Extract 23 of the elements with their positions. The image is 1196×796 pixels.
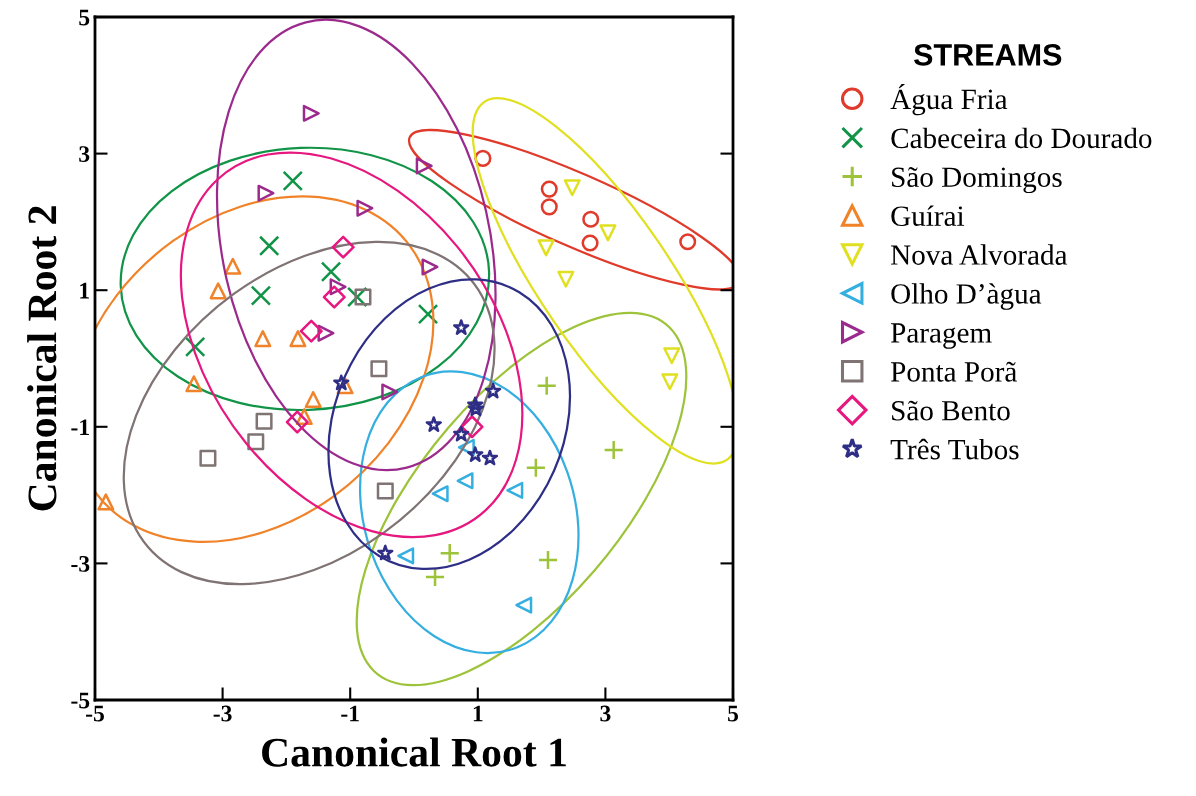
legend-label: Nova Alvorada	[890, 244, 1068, 265]
y-tick-label: -1	[71, 419, 89, 435]
y-axis-title: Canonical Root 2	[27, 206, 57, 511]
legend-label: Três Tubos	[890, 438, 1019, 460]
legend-label: São Bento	[892, 400, 1010, 421]
legend-label: São Domingos	[892, 167, 1062, 194]
legend-label: Água Fria	[890, 83, 1008, 116]
legend-label: Cabeceira do Dourado	[891, 127, 1152, 149]
x-axis-title: Canonical Root 1	[262, 737, 566, 767]
x-tick-label: 1	[473, 705, 483, 722]
y-tick-label: 5	[79, 9, 90, 26]
legend-label: Olho D’àgua	[891, 283, 1042, 310]
x-tick-label: -3	[213, 705, 232, 722]
legend-label: Ponta Porã	[890, 361, 1017, 382]
legend-title: STREAMS	[913, 44, 1062, 66]
x-tick-label: -1	[341, 705, 359, 722]
y-tick-label: -3	[71, 555, 90, 572]
x-tick-label: 5	[728, 705, 739, 722]
y-tick-label: 1	[80, 282, 89, 299]
x-tick-label: 3	[600, 705, 611, 722]
legend-label: Paragem	[890, 323, 992, 349]
y-tick-label: 3	[79, 146, 90, 163]
legend-label: Guírai	[891, 205, 965, 227]
